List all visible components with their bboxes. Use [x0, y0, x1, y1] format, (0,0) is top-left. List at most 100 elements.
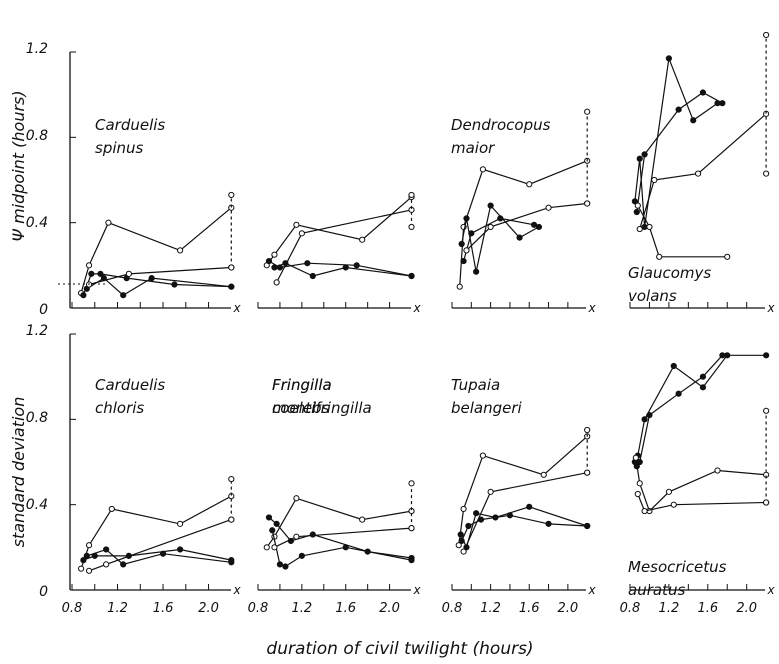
data-point [530, 221, 538, 228]
x-marker: x [412, 583, 421, 597]
data-point [309, 531, 316, 538]
data-point [408, 191, 415, 199]
data-point [479, 452, 486, 459]
data-point [641, 507, 648, 515]
data-point [636, 155, 643, 162]
series-line-1 [459, 160, 588, 287]
x-marker: x [766, 301, 775, 315]
data-point [228, 283, 235, 290]
data-point [656, 253, 663, 260]
data-point [273, 279, 280, 286]
species-label-line-2: volans [628, 287, 677, 305]
data-point [584, 469, 591, 476]
data-point [460, 548, 467, 555]
data-point [228, 559, 235, 566]
panel-8: x Mesocricetus auratus [628, 352, 775, 599]
data-point [584, 522, 591, 530]
data-point [763, 407, 770, 414]
data-point [634, 202, 641, 209]
data-point [584, 426, 591, 434]
series-line-4 [463, 472, 588, 552]
data-point [465, 522, 472, 530]
data-point [699, 384, 707, 391]
series-line-4 [639, 113, 767, 230]
axis-text-group: 0 0.4 0.8 1.2 0 0.4 0.8 1.2 Ψ midpoint (… [9, 41, 534, 659]
data-point [298, 552, 305, 559]
data-point [646, 223, 653, 231]
data-point [408, 525, 415, 532]
data-point [228, 191, 235, 199]
y-tick-top-1.2: 1.2 [26, 41, 48, 57]
data-point [85, 542, 93, 549]
species-label-line-1: Glaucomys [628, 264, 711, 282]
data-point [273, 520, 280, 527]
data-point [408, 272, 415, 280]
data-point [631, 198, 638, 205]
data-point [526, 181, 533, 188]
data-point [699, 89, 707, 96]
data-point [719, 100, 726, 107]
x-tick-label: 1.6 [697, 601, 718, 616]
data-point [473, 510, 480, 517]
data-point [293, 533, 300, 540]
y-tick-bottom-1.2: 1.2 [26, 323, 48, 339]
data-point [545, 520, 552, 527]
series-line-1 [634, 354, 767, 463]
data-point [719, 352, 726, 359]
x-marker: x [412, 301, 421, 315]
data-point [108, 505, 115, 513]
data-point [120, 292, 127, 299]
x-tick-label: 2.0 [558, 601, 579, 616]
x-tick-label: 0.8 [442, 601, 463, 616]
data-point [584, 200, 591, 207]
series-line-3 [635, 457, 767, 513]
x-tick-label: 0.8 [248, 601, 269, 616]
series-line-3 [86, 277, 232, 296]
y-axis-label-top: Ψ midpoint (hours) [9, 90, 28, 241]
x-marker: x [232, 583, 241, 597]
data-point [78, 565, 85, 572]
data-point [636, 458, 643, 466]
panel-6: x Fringilla montifringilla [257, 376, 421, 597]
data-point [120, 561, 127, 568]
data-point [763, 170, 770, 177]
data-point [293, 495, 300, 502]
data-point [463, 247, 470, 254]
data-point [103, 561, 110, 568]
data-point [665, 55, 672, 62]
data-point [646, 411, 653, 419]
series-line-4 [466, 202, 588, 251]
panel-4: x Glaucomys volans [628, 31, 775, 315]
data-point [458, 240, 465, 248]
species-label-line-1: Tupaia [451, 376, 500, 394]
data-point [85, 262, 93, 269]
data-point [148, 275, 155, 282]
data-point [516, 234, 523, 241]
y-axis-label-bottom: standard deviation [9, 397, 28, 548]
species-label-line-2: coelebs [272, 399, 330, 417]
species-label-line-1: Carduelis [95, 116, 165, 134]
data-point [353, 262, 360, 269]
series-line-1 [458, 435, 588, 546]
data-point [458, 537, 465, 545]
data-point [487, 488, 494, 495]
x-marker: x [232, 301, 241, 315]
panel-3: x Dendrocopus maior [451, 108, 596, 315]
data-point [342, 264, 349, 271]
data-point [699, 373, 707, 380]
data-point [309, 272, 316, 280]
data-point [103, 546, 110, 553]
data-point [159, 550, 167, 557]
data-point [293, 221, 300, 228]
data-point [177, 247, 184, 254]
data-point [263, 544, 270, 551]
data-point [125, 270, 132, 277]
data-point [506, 512, 514, 519]
data-point [634, 490, 641, 498]
series-line-4 [88, 519, 232, 572]
data-point [463, 215, 470, 222]
data-point [408, 223, 415, 231]
data-point [540, 471, 547, 478]
data-point [88, 270, 95, 277]
